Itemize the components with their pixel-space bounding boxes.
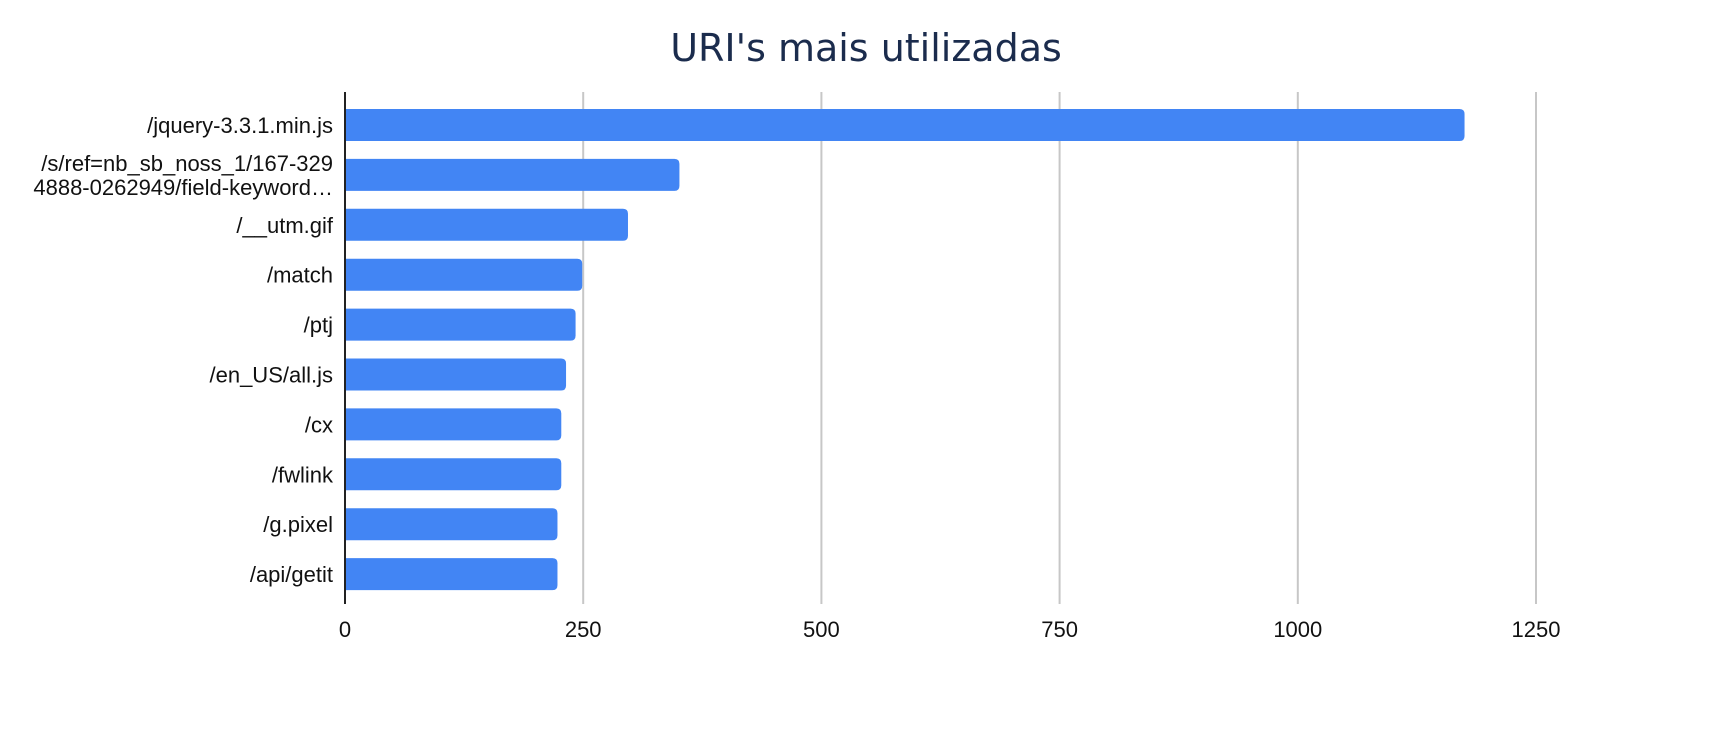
bar-6 (345, 358, 567, 391)
gridlines (582, 92, 1537, 604)
x-tick-label-250: 250 (565, 617, 602, 642)
category-label-4: /match (267, 263, 333, 288)
category-label-2: /s/ref=nb_sb_noss_1/167-329 4888-0262949/… (33, 151, 333, 200)
chart-title: URI's mais utilizadas (670, 26, 1062, 70)
category-label-8: /fwlink (272, 462, 334, 487)
x-tick-label-750: 750 (1041, 617, 1078, 642)
bar-7 (345, 408, 562, 441)
category-label-3: /__utm.gif (236, 213, 333, 238)
bar-9 (345, 508, 558, 541)
x-tick-label-1250: 1250 (1512, 617, 1561, 642)
bar-2 (345, 158, 680, 191)
bar-3 (345, 208, 628, 241)
x-tick-label-0: 0 (339, 617, 351, 642)
bar-10 (345, 558, 558, 591)
bars (345, 109, 1465, 591)
x-tick-label-1000: 1000 (1273, 617, 1322, 642)
labels: 0 250 500 750 1000 1250/jquery-3.3.1.min.js/s… (33, 113, 1560, 642)
bar-5 (345, 308, 576, 341)
category-label-6: /en_US/all.js (209, 363, 333, 388)
bar-8 (345, 458, 562, 491)
category-label-1: /jquery-3.3.1.min.js (147, 113, 333, 138)
x-tick-label-500: 500 (803, 617, 840, 642)
category-label-7: /cx (305, 412, 333, 437)
category-label-5: /ptj (304, 313, 333, 338)
category-label-9: /g.pixel (263, 512, 333, 537)
bar-1 (345, 109, 1465, 141)
bar-4 (345, 258, 583, 291)
category-label-10: /api/getit (250, 562, 333, 587)
